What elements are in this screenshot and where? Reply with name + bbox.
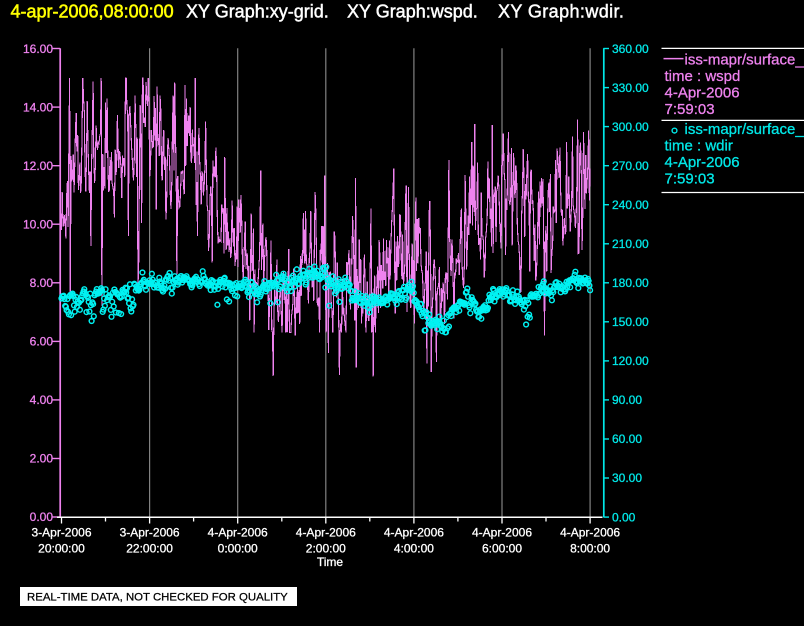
svg-text:4-Apr-2006: 4-Apr-2006 bbox=[560, 526, 620, 540]
svg-text:6:00:00: 6:00:00 bbox=[482, 542, 522, 556]
svg-text:4:00:00: 4:00:00 bbox=[394, 542, 434, 556]
svg-text:3-Apr-2006: 3-Apr-2006 bbox=[120, 526, 180, 540]
svg-text:7:59:03: 7:59:03 bbox=[665, 171, 715, 188]
svg-text:XY Graph:xy-grid.: XY Graph:xy-grid. bbox=[186, 2, 329, 22]
svg-text:90.00: 90.00 bbox=[612, 393, 642, 407]
svg-text:360.00: 360.00 bbox=[612, 42, 649, 56]
svg-text:XY Graph:wdir.: XY Graph:wdir. bbox=[498, 2, 624, 22]
svg-text:4-Apr-2006: 4-Apr-2006 bbox=[472, 526, 532, 540]
svg-text:120.00: 120.00 bbox=[612, 354, 649, 368]
svg-text:8:00:00: 8:00:00 bbox=[570, 542, 610, 556]
svg-text:14.00: 14.00 bbox=[23, 100, 53, 114]
svg-text:REAL-TIME DATA, NOT CHECKED FO: REAL-TIME DATA, NOT CHECKED FOR QUALITY bbox=[27, 592, 288, 604]
svg-text:20:00:00: 20:00:00 bbox=[38, 542, 85, 556]
svg-text:0:00:00: 0:00:00 bbox=[218, 542, 258, 556]
svg-text:Time: Time bbox=[317, 555, 344, 569]
svg-text:330.00: 330.00 bbox=[612, 81, 649, 95]
svg-text:3-Apr-2006: 3-Apr-2006 bbox=[31, 526, 91, 540]
svg-text:iss-mapr/surface_met: iss-mapr/surface_met bbox=[685, 51, 804, 68]
svg-text:12.00: 12.00 bbox=[23, 159, 53, 173]
svg-text:time : wdir: time : wdir bbox=[665, 138, 733, 155]
svg-text:8.00: 8.00 bbox=[30, 276, 54, 290]
svg-text:210.00: 210.00 bbox=[612, 237, 649, 251]
svg-text:10.00: 10.00 bbox=[23, 217, 53, 231]
svg-text:4.00: 4.00 bbox=[30, 393, 54, 407]
svg-text:180.00: 180.00 bbox=[612, 276, 649, 290]
svg-text:2.00: 2.00 bbox=[30, 452, 54, 466]
svg-text:2:00:00: 2:00:00 bbox=[306, 542, 346, 556]
svg-text:4-Apr-2006: 4-Apr-2006 bbox=[208, 526, 268, 540]
svg-text:0.00: 0.00 bbox=[612, 510, 636, 524]
svg-text:iss-mapr/surface_met: iss-mapr/surface_met bbox=[685, 121, 804, 138]
svg-text:30.00: 30.00 bbox=[612, 471, 642, 485]
svg-text:240.00: 240.00 bbox=[612, 198, 649, 212]
svg-text:4-Apr-2006: 4-Apr-2006 bbox=[665, 154, 740, 171]
svg-text:150.00: 150.00 bbox=[612, 315, 649, 329]
svg-text:4-Apr-2006: 4-Apr-2006 bbox=[296, 526, 356, 540]
svg-text:4-apr-2006,08:00:00: 4-apr-2006,08:00:00 bbox=[11, 2, 174, 22]
svg-text:7:59:03: 7:59:03 bbox=[665, 101, 715, 118]
svg-text:60.00: 60.00 bbox=[612, 432, 642, 446]
svg-text:16.00: 16.00 bbox=[23, 42, 53, 56]
svg-text:300.00: 300.00 bbox=[612, 120, 649, 134]
svg-text:XY Graph:wspd.: XY Graph:wspd. bbox=[347, 2, 478, 22]
svg-text:270.00: 270.00 bbox=[612, 159, 649, 173]
svg-text:time : wspd: time : wspd bbox=[665, 68, 741, 85]
svg-text:6.00: 6.00 bbox=[30, 335, 54, 349]
svg-text:22:00:00: 22:00:00 bbox=[126, 542, 173, 556]
svg-text:0.00: 0.00 bbox=[30, 510, 54, 524]
svg-text:4-Apr-2006: 4-Apr-2006 bbox=[665, 84, 740, 101]
svg-text:4-Apr-2006: 4-Apr-2006 bbox=[384, 526, 444, 540]
